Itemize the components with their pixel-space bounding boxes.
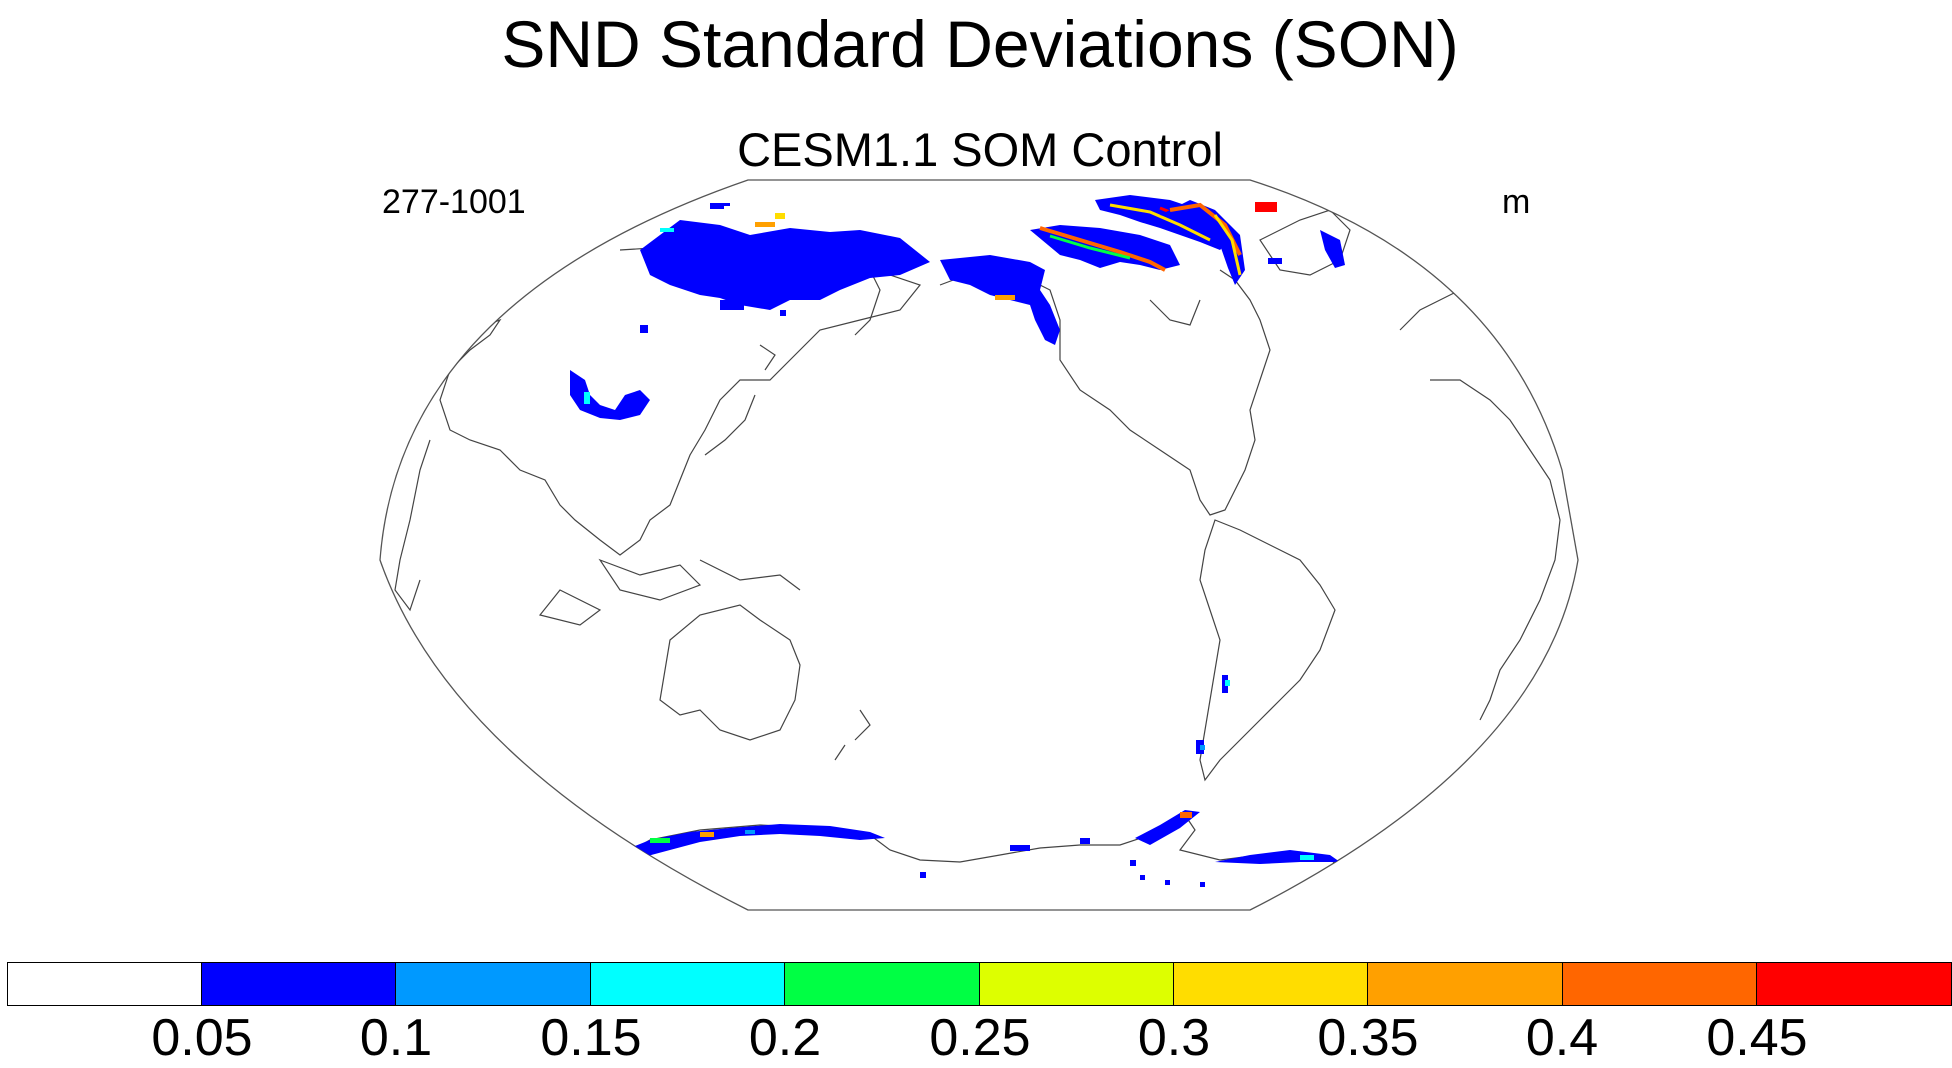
colorbar-labels: 0.05 0.1 0.15 0.2 0.25 0.3 0.35 0.4 0.45 (0, 1008, 1952, 1068)
north-america-coastline (939, 269, 1271, 516)
colorbar-box (395, 962, 592, 1006)
colorbar-label: 0.1 (359, 1009, 433, 1067)
south-america-coastline (1199, 519, 1336, 782)
alaska-region (940, 255, 1060, 345)
india-coastline (394, 439, 431, 612)
map (379, 179, 1579, 911)
colorbar-box (1561, 962, 1758, 1006)
patagonia-region (1196, 675, 1230, 754)
colorbar-label: 0.3 (1137, 1009, 1211, 1067)
colorbar-box (200, 962, 397, 1006)
africa-coastline (1430, 379, 1561, 721)
colorbar-box (1367, 962, 1564, 1006)
map-boundary (379, 179, 1579, 911)
colorbar (6, 962, 1952, 1006)
snow-regions (570, 195, 1345, 887)
europe-coastline (1399, 289, 1501, 331)
colorbar-label: 0.15 (540, 1009, 642, 1067)
greenland-coastline (1259, 209, 1351, 276)
units-label: m (1502, 183, 1531, 221)
coastlines (389, 209, 1561, 871)
colorbar-box (784, 962, 981, 1006)
colorbar-label: 0.25 (929, 1009, 1031, 1067)
colorbar-label: 0.2 (748, 1009, 822, 1067)
colorbar-box (1756, 962, 1952, 1006)
colorbar-label: 0.35 (1317, 1009, 1419, 1067)
kamchatka-coastline (854, 269, 881, 336)
colorbar-label: 0.4 (1525, 1009, 1599, 1067)
greenland-region (1160, 200, 1345, 285)
colorbar-box (978, 962, 1175, 1006)
antarctica-region (620, 810, 1340, 887)
japan-coastline (704, 344, 776, 456)
asia-coastline (389, 244, 922, 556)
australia-coastline (659, 604, 801, 741)
period-label: 277-1001 (382, 183, 526, 221)
siberia-highs (660, 203, 785, 232)
colorbar-label: 0.45 (1706, 1009, 1808, 1067)
tibet-region (570, 370, 650, 420)
colorbar-box (589, 962, 786, 1006)
new-zealand (834, 709, 871, 761)
hudson-bay (1149, 299, 1201, 326)
colorbar-label: 0.05 (151, 1009, 253, 1067)
main-title: SND Standard Deviations (SON) (501, 7, 1459, 81)
colorbar-box (1172, 962, 1369, 1006)
siberia-region (640, 220, 930, 333)
subtitle: CESM1.1 SOM Control (737, 123, 1223, 176)
colorbar-box (6, 962, 203, 1006)
canada-region (1030, 195, 1230, 272)
sea-islands (538, 558, 801, 626)
